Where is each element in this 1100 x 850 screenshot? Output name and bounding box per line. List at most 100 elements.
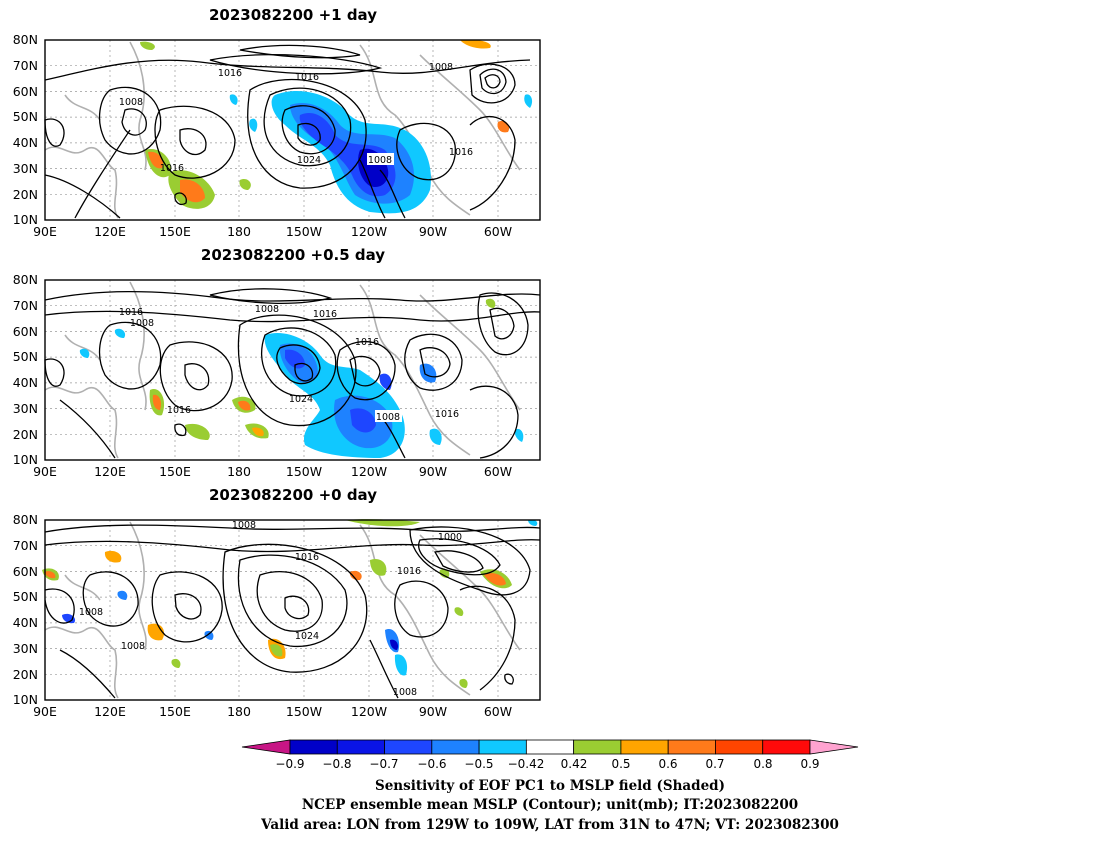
colorbar-box	[478, 739, 527, 755]
contour-label: 1024	[295, 631, 319, 642]
contour-label: 1008	[79, 607, 103, 618]
lat-label: 70N	[13, 298, 38, 313]
lat-axis-labels: 80N 70N 60N 50N 40N 30N 20N 10N	[13, 32, 38, 227]
lat-label: 40N	[13, 375, 38, 390]
colorbar-label: −0.6	[417, 757, 446, 771]
mslp-contours	[44, 524, 541, 699]
panel-title: 2023082200 +1 day	[209, 6, 377, 24]
colorbar-high-end	[809, 739, 859, 755]
lon-label: 150E	[159, 224, 191, 239]
contour-label: 1016	[355, 337, 379, 348]
figure-caption: Sensitivity of EOF PC1 to MSLP field (Sh…	[260, 778, 839, 833]
contour-label: 1008	[376, 412, 400, 423]
colorbar-label: 0.5	[611, 757, 630, 771]
lat-label: 10N	[13, 452, 38, 467]
colorbar-box	[762, 739, 811, 755]
colorbar-box	[620, 739, 669, 755]
colorbar: −0.9 −0.8 −0.7 −0.6 −0.5 −0.42 0.42 0.5 …	[241, 739, 859, 771]
lat-label: 60N	[13, 84, 38, 99]
lat-label: 20N	[13, 667, 38, 682]
caption-line-3: Valid area: LON from 129W to 109W, LAT f…	[260, 817, 839, 833]
lon-label: 60W	[484, 224, 512, 239]
lat-label: 70N	[13, 58, 38, 73]
lat-axis-labels: 80N 70N 60N 50N 40N 30N 20N 10N	[13, 512, 38, 707]
contour-label: 1000	[438, 532, 462, 543]
lon-label: 90W	[419, 704, 447, 719]
lon-label: 120E	[94, 464, 126, 479]
lon-label: 90W	[419, 224, 447, 239]
colorbar-label: 0.7	[705, 757, 724, 771]
contour-label: 1008	[368, 155, 392, 166]
lon-label: 90E	[33, 464, 57, 479]
lat-label: 30N	[13, 641, 38, 656]
map-border	[44, 39, 541, 221]
contour-label: 1016	[449, 147, 473, 158]
colorbar-label: −0.5	[464, 757, 493, 771]
caption-line-1: Sensitivity of EOF PC1 to MSLP field (Sh…	[375, 778, 725, 794]
colorbar-label: 0.6	[658, 757, 677, 771]
lat-label: 50N	[13, 589, 38, 604]
sensitivity-shading	[140, 39, 533, 214]
mslp-contours	[44, 288, 541, 459]
colorbar-box	[384, 739, 433, 755]
contour-label: 1016	[160, 163, 184, 174]
lat-lon-grid	[45, 40, 540, 220]
contour-label: 1016	[119, 307, 143, 318]
lat-label: 80N	[13, 512, 38, 527]
panel-plus-0.5-day: 2023082200 +0.5 day	[13, 246, 541, 479]
lat-label: 70N	[13, 538, 38, 553]
lon-label: 150E	[159, 704, 191, 719]
panel-title: 2023082200 +0.5 day	[201, 246, 385, 264]
coastlines	[44, 281, 521, 459]
colorbar-label: 0.42	[561, 757, 588, 771]
contour-label: 1008	[255, 304, 279, 315]
lon-label: 90E	[33, 224, 57, 239]
lon-label: 120W	[351, 224, 387, 239]
colorbar-label: −0.7	[369, 757, 398, 771]
contour-label: 1016	[435, 409, 459, 420]
colorbar-label: −0.9	[275, 757, 304, 771]
lon-label: 180	[227, 704, 251, 719]
lon-label: 150W	[286, 704, 322, 719]
contour-label: 1008	[429, 62, 453, 73]
lon-label: 60W	[484, 704, 512, 719]
lat-label: 10N	[13, 212, 38, 227]
colorbar-box	[573, 739, 622, 755]
contour-label: 1024	[289, 394, 313, 405]
colorbar-box	[336, 739, 385, 755]
lon-label: 90E	[33, 704, 57, 719]
map-frame: 1016 1016 1008 1008 1024 1008 1016 1016	[44, 39, 541, 221]
lat-label: 60N	[13, 324, 38, 339]
lon-axis-labels: 90E 120E 150E 180 150W 120W 90W 60W	[33, 224, 512, 239]
contour-label: 1008	[130, 318, 154, 329]
panel-plus-0-day: 2023082200 +0 day	[13, 486, 541, 719]
colorbar-label: −0.8	[322, 757, 351, 771]
lat-label: 20N	[13, 187, 38, 202]
panel-plus-1-day: 2023082200 +1 day	[13, 6, 541, 239]
mslp-contours	[44, 44, 531, 219]
contour-label: 1016	[397, 566, 421, 577]
colorbar-box	[667, 739, 716, 755]
map-frame: 1008 1016 1016 1008 1016 1024 1016 1008 …	[44, 279, 541, 461]
contour-label: 1016	[167, 405, 191, 416]
lon-label: 150E	[159, 464, 191, 479]
lon-label: 150W	[286, 464, 322, 479]
lon-label: 120W	[351, 704, 387, 719]
lat-axis-labels: 80N 70N 60N 50N 40N 30N 20N 10N	[13, 272, 38, 467]
colorbar-labels: −0.9 −0.8 −0.7 −0.6 −0.5 −0.42 0.42 0.5 …	[275, 757, 819, 771]
colorbar-label: 0.9	[800, 757, 819, 771]
colorbar-box	[431, 739, 480, 755]
lat-label: 80N	[13, 32, 38, 47]
contour-label: 1008	[232, 520, 256, 531]
contour-label: 1016	[295, 72, 319, 83]
lon-label: 180	[227, 464, 251, 479]
map-frame: 1008 1000 1016 1016 1008 1024 1008 1008	[42, 519, 541, 701]
contour-labels: 1008 1000 1016 1016 1008 1024 1008 1008	[79, 520, 462, 698]
contour-labels: 1016 1016 1008 1008 1024 1008 1016 1016	[119, 62, 473, 174]
lat-label: 80N	[13, 272, 38, 287]
colorbar-box	[289, 739, 338, 755]
lon-label: 120W	[351, 464, 387, 479]
lat-label: 10N	[13, 692, 38, 707]
contour-label: 1016	[313, 309, 337, 320]
contour-label: 1024	[297, 155, 321, 166]
